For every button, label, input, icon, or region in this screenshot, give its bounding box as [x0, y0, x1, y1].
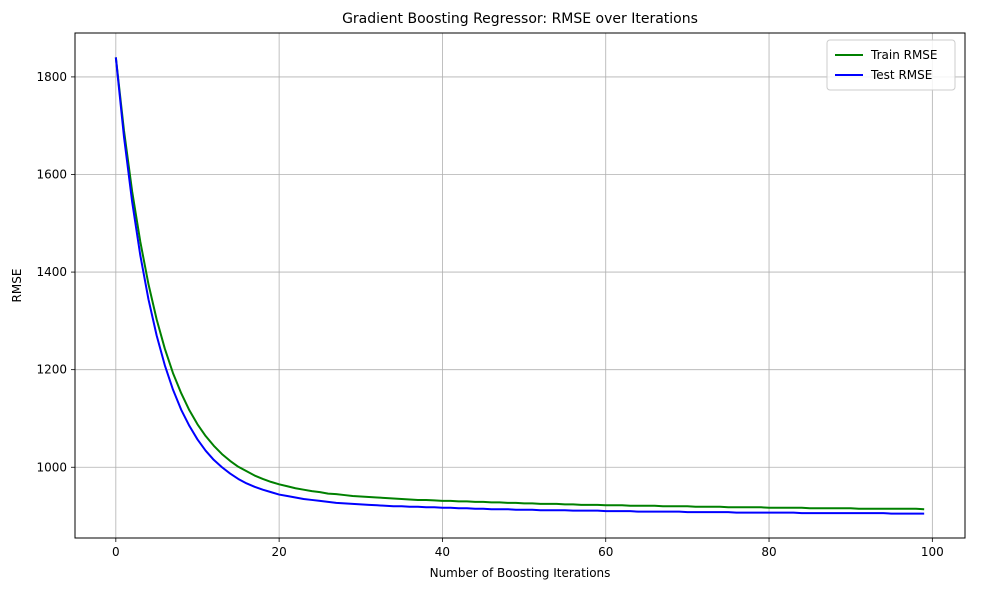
x-tick-label: 100 — [921, 545, 944, 559]
ticks: 0 20 40 60 80 100 1000 1200 1400 1600 1800 — [36, 70, 943, 559]
plot-frame — [74, 32, 966, 539]
x-axis-label: Number of Boosting Iterations — [430, 566, 611, 580]
x-tick-label: 60 — [598, 545, 613, 559]
legend-box — [826, 39, 956, 91]
y-tick-label: 1400 — [36, 265, 67, 279]
legend-label: Train RMSE — [870, 48, 938, 62]
chart-title: Gradient Boosting Regressor: RMSE over I… — [342, 11, 698, 27]
y-tick-label: 1600 — [36, 167, 67, 181]
series-line-test — [114, 57, 925, 515]
y-tick-label: 1200 — [36, 363, 67, 377]
series-layer — [114, 57, 925, 515]
series-line-train — [114, 57, 925, 511]
x-tick-label: 80 — [761, 545, 776, 559]
y-tick-label: 1000 — [36, 460, 67, 474]
legend-label: Test RMSE — [870, 68, 932, 82]
legend: Train RMSE Test RMSE — [826, 39, 956, 91]
x-tick-label: 0 — [112, 545, 120, 559]
y-tick-label: 1800 — [36, 70, 67, 84]
grid — [75, 33, 965, 538]
y-axis-label: RMSE — [10, 269, 24, 303]
x-tick-label: 20 — [271, 545, 286, 559]
x-tick-label: 40 — [435, 545, 450, 559]
